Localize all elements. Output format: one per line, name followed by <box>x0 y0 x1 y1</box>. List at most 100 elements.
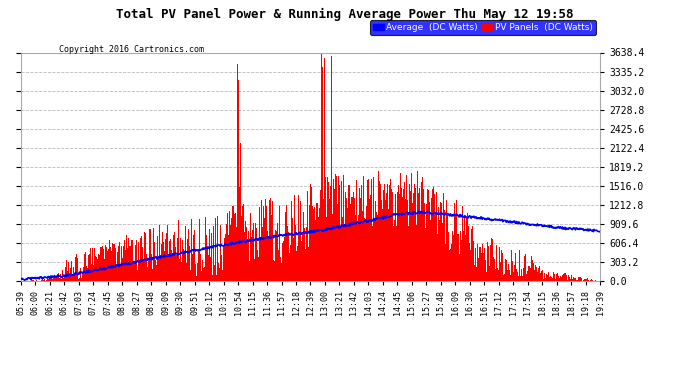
Bar <box>517 272 518 281</box>
Bar <box>241 216 242 281</box>
Bar <box>112 243 113 281</box>
Bar <box>173 235 174 281</box>
Bar <box>327 177 328 281</box>
Bar <box>202 260 203 281</box>
Bar <box>415 202 416 281</box>
Bar <box>192 268 193 281</box>
Bar <box>81 278 82 281</box>
Bar <box>282 243 283 281</box>
Bar <box>172 253 173 281</box>
Bar <box>148 261 149 281</box>
Text: Total PV Panel Power & Running Average Power Thu May 12 19:58: Total PV Panel Power & Running Average P… <box>116 8 574 21</box>
Bar <box>297 246 298 281</box>
Bar <box>352 197 353 281</box>
Bar <box>308 247 309 281</box>
Bar <box>124 240 125 281</box>
Bar <box>265 199 266 281</box>
Bar <box>516 269 517 281</box>
Bar <box>481 253 482 281</box>
Bar <box>509 270 510 281</box>
Bar <box>369 199 370 281</box>
Bar <box>105 251 106 281</box>
Bar <box>331 56 332 281</box>
Bar <box>219 268 220 281</box>
Bar <box>514 265 515 281</box>
Bar <box>563 274 564 281</box>
Bar <box>307 191 308 281</box>
Bar <box>89 255 90 281</box>
Bar <box>155 260 156 281</box>
Bar <box>489 266 490 281</box>
Bar <box>303 212 304 281</box>
Bar <box>368 219 369 281</box>
Bar <box>391 189 392 281</box>
Bar <box>126 235 127 281</box>
Bar <box>190 270 191 281</box>
Bar <box>88 255 89 281</box>
Bar <box>91 264 92 281</box>
Bar <box>318 217 319 281</box>
Bar <box>436 192 437 281</box>
Bar <box>231 218 232 281</box>
Bar <box>570 279 571 281</box>
Bar <box>132 240 133 281</box>
Bar <box>45 279 46 281</box>
Bar <box>142 247 143 281</box>
Bar <box>470 250 471 281</box>
Bar <box>154 266 155 281</box>
Bar <box>269 200 270 281</box>
Bar <box>143 237 144 281</box>
Bar <box>263 206 264 281</box>
Bar <box>565 273 566 281</box>
Bar <box>145 252 146 281</box>
Bar <box>440 202 441 281</box>
Bar <box>479 247 480 281</box>
Bar <box>314 207 315 281</box>
Bar <box>86 266 87 281</box>
Bar <box>92 248 93 281</box>
Bar <box>503 274 504 281</box>
Bar <box>564 278 565 281</box>
Bar <box>226 224 227 281</box>
Bar <box>273 260 274 281</box>
Bar <box>547 275 548 281</box>
Bar <box>411 172 412 281</box>
Bar <box>61 279 62 281</box>
Bar <box>447 215 448 281</box>
Bar <box>513 255 514 281</box>
Bar <box>590 280 591 281</box>
Bar <box>178 220 179 281</box>
Bar <box>483 253 484 281</box>
Bar <box>304 228 305 281</box>
Bar <box>183 261 184 281</box>
Bar <box>524 269 525 281</box>
Bar <box>106 247 107 281</box>
Bar <box>555 274 556 281</box>
Bar <box>575 277 576 281</box>
Bar <box>560 278 561 281</box>
Bar <box>417 217 418 281</box>
Bar <box>386 193 387 281</box>
Bar <box>375 201 376 281</box>
Bar <box>571 276 572 281</box>
Bar <box>135 245 136 281</box>
Bar <box>179 259 180 281</box>
Bar <box>496 244 497 281</box>
Bar <box>449 249 450 281</box>
Bar <box>285 211 286 281</box>
Bar <box>583 280 584 281</box>
Bar <box>101 246 102 281</box>
Bar <box>413 194 414 281</box>
Bar <box>108 249 109 281</box>
Bar <box>214 232 215 281</box>
Bar <box>532 260 533 281</box>
Bar <box>507 270 508 281</box>
Bar <box>354 198 355 281</box>
Bar <box>527 272 528 281</box>
Bar <box>334 189 335 281</box>
Bar <box>321 54 322 281</box>
Bar <box>229 211 230 281</box>
Bar <box>588 280 589 281</box>
Bar <box>535 270 536 281</box>
Bar <box>469 243 470 281</box>
